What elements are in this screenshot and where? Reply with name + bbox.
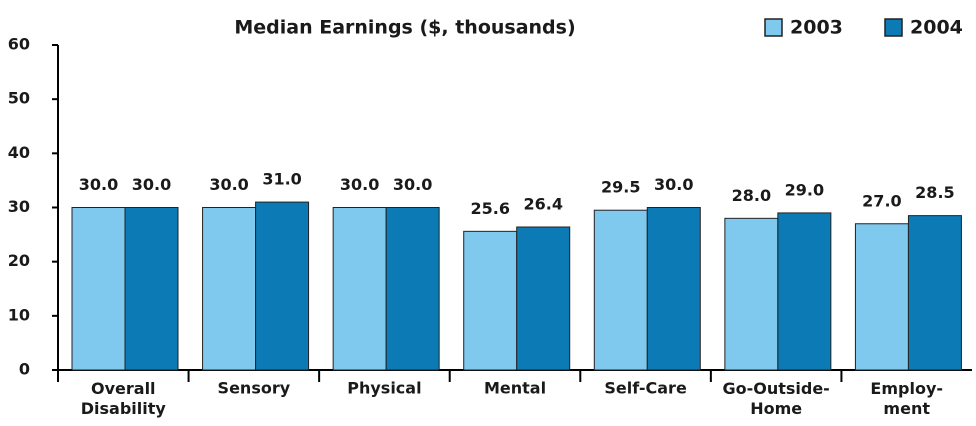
value-label: 30.0 — [654, 175, 693, 194]
y-tick-label: 0 — [19, 360, 30, 379]
bar — [777, 212, 832, 371]
bar — [854, 223, 909, 371]
x-tick-label: Self-Care — [604, 379, 687, 398]
y-tick-label: 40 — [8, 143, 30, 162]
value-label: 30.0 — [79, 175, 118, 194]
legend-swatch — [764, 18, 783, 37]
value-label: 26.4 — [523, 195, 562, 214]
legend-swatch — [884, 18, 903, 37]
bar — [516, 226, 571, 371]
value-label: 30.0 — [340, 175, 379, 194]
bar — [71, 207, 126, 371]
value-label: 30.0 — [209, 175, 248, 194]
y-tick-label: 30 — [8, 197, 30, 216]
value-label: 28.0 — [732, 186, 771, 205]
value-label: 31.0 — [262, 170, 301, 189]
value-label: 30.0 — [132, 175, 171, 194]
x-tick-label: Go-Outside-Home — [722, 379, 829, 418]
bar — [385, 207, 440, 371]
value-label: 28.5 — [915, 183, 954, 202]
bar — [593, 209, 648, 371]
value-label: 29.5 — [601, 178, 640, 197]
chart-title: Median Earnings ($, thousands) — [234, 17, 575, 39]
x-tick-label: Employ-ment — [870, 379, 943, 418]
x-tick-label: Physical — [347, 379, 421, 398]
value-label: 27.0 — [862, 191, 901, 210]
value-label: 29.0 — [785, 180, 824, 199]
bar — [202, 207, 257, 371]
legend-label: 2004 — [910, 17, 963, 39]
x-tick-label: Sensory — [218, 379, 291, 398]
bar — [724, 217, 779, 371]
y-tick-label: 20 — [8, 251, 30, 270]
bar — [124, 207, 179, 371]
legend-label: 2003 — [790, 17, 843, 39]
bar — [907, 215, 962, 371]
bar — [332, 207, 387, 371]
x-tick-label: Overall Disability — [81, 379, 167, 418]
bar — [255, 201, 310, 371]
value-label: 30.0 — [393, 175, 432, 194]
x-tick-label: Mental — [484, 379, 546, 398]
bar — [463, 230, 518, 371]
value-label: 25.6 — [470, 199, 509, 218]
y-tick-label: 60 — [8, 35, 30, 54]
bar — [646, 207, 701, 371]
y-tick-label: 50 — [8, 89, 30, 108]
y-tick-label: 10 — [8, 305, 30, 324]
